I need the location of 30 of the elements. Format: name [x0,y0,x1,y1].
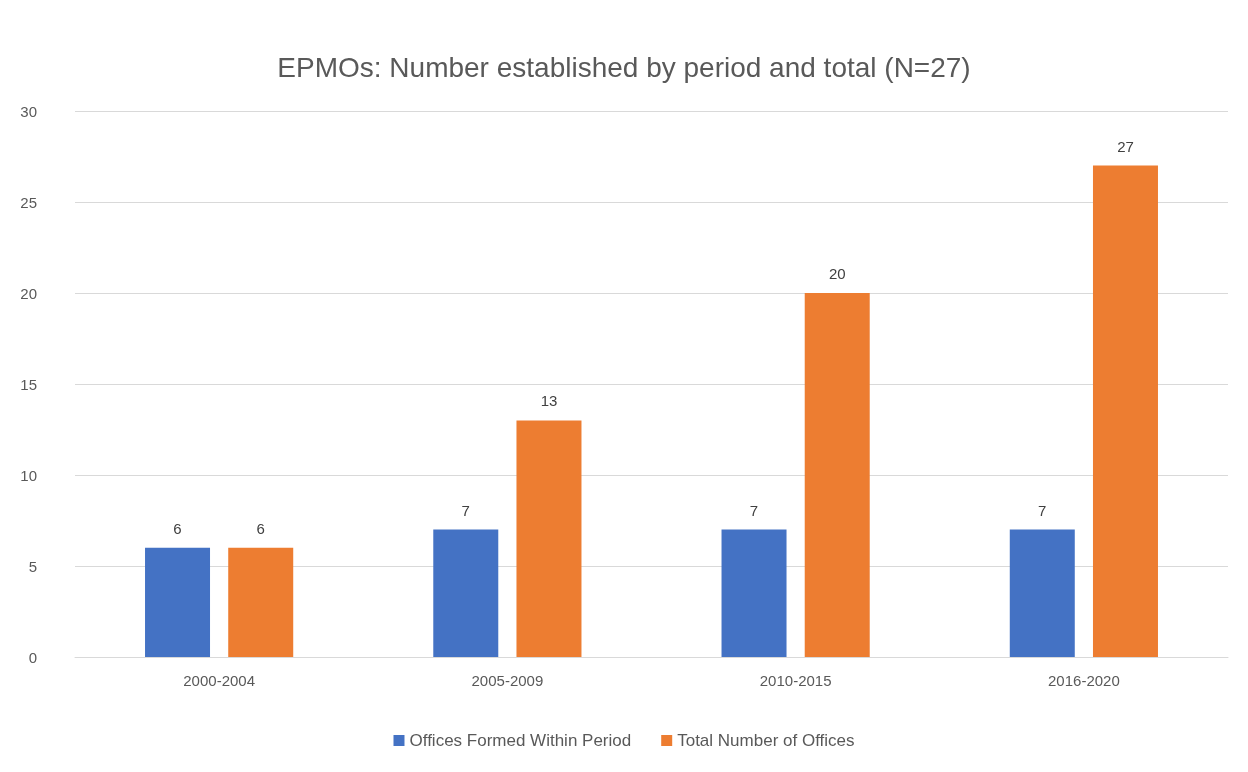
data-label: 20 [828,265,846,282]
y-tick-label: 20 [20,284,37,302]
legend-label: Offices Formed Within Period [409,731,632,750]
y-tick-label: 5 [28,557,37,575]
data-label: 7 [749,501,759,519]
bar [721,529,787,657]
x-tick-label: 2010-2015 [759,672,832,689]
bar [433,529,499,657]
x-tick-label: 2016-2020 [1048,672,1120,689]
data-label: 6 [256,519,265,537]
bar [516,420,582,657]
y-tick-label: 30 [20,102,37,120]
bar [1092,165,1158,657]
y-tick-label: 25 [20,193,37,211]
bar [804,293,870,657]
bar [228,547,294,657]
x-tick-label: 2000-2004 [183,672,255,689]
bar [1009,529,1075,657]
chart-title: EPMOs: Number established by period and total (N=27) [277,51,971,83]
y-tick-label: 10 [20,466,37,484]
legend-label: Total Number of Offices [677,731,855,750]
bar [145,547,211,657]
data-label: 7 [1038,501,1047,519]
data-label: 7 [461,501,470,519]
data-label: 27 [1117,137,1134,155]
y-tick-label: 15 [20,375,37,393]
x-tick-label: 2005-2009 [471,672,544,689]
data-label: 6 [173,519,182,537]
data-label: 13 [540,392,558,410]
y-tick-label: 0 [28,648,37,666]
